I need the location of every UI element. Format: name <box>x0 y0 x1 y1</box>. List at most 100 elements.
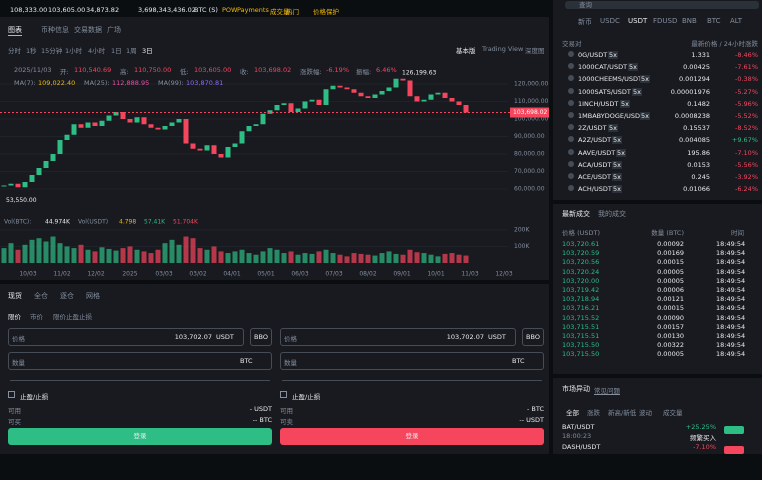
tab[interactable]: 广场 <box>107 26 121 34</box>
trade-time: 18:49:54 <box>716 276 746 285</box>
movers-tab[interactable]: 成交量 <box>663 409 683 417</box>
volume-stat: 44.974K <box>45 219 71 226</box>
market-tab[interactable]: BTC <box>707 17 721 25</box>
view-option[interactable]: 基本版 <box>456 47 476 55</box>
movers-tab[interactable]: 波动 <box>639 409 652 417</box>
market-tab[interactable]: BNB <box>682 17 697 25</box>
pair-name[interactable]: 2Z/USDT <box>578 124 607 133</box>
pair-change: +9.67% <box>731 136 758 145</box>
order-type[interactable]: 限价 <box>8 313 21 321</box>
volume-bar <box>50 236 56 263</box>
market-tab[interactable]: FDUSD <box>653 17 678 25</box>
volume-bar <box>78 244 84 263</box>
movers-tab[interactable]: 涨跌 <box>587 409 600 417</box>
tab[interactable]: 币种信息 <box>41 26 69 34</box>
volume-bar <box>43 241 49 263</box>
trades-tab[interactable]: 最新成交 <box>562 210 590 218</box>
leverage: 5x <box>632 87 642 96</box>
order-tab[interactable]: 现货 <box>8 292 22 300</box>
order-type[interactable]: 市价 <box>30 313 43 321</box>
pair-name[interactable]: 1INCH/USDT <box>578 99 619 108</box>
login-button[interactable]: 登录 <box>8 428 272 445</box>
tab[interactable]: 交易数据 <box>74 26 102 34</box>
ticker-tag[interactable]: 热门 <box>286 8 299 16</box>
trades-header: 数量 (BTC) <box>651 229 684 237</box>
pair-name[interactable]: ACA/USDT <box>578 160 612 169</box>
volume-bar <box>155 249 161 263</box>
order-tab[interactable]: 全仓 <box>34 292 48 300</box>
pair-name[interactable]: 1000CAT/USDT <box>578 63 628 72</box>
qty-input[interactable] <box>8 352 272 370</box>
market-tab[interactable]: ALT <box>730 17 743 25</box>
candle <box>267 110 273 114</box>
pair-name[interactable]: 1000CHEEMS/USDT <box>578 75 642 84</box>
interval[interactable]: 15分钟 <box>41 47 63 55</box>
pair-price: 1.331 <box>691 51 710 59</box>
pair-icon <box>568 185 574 192</box>
trade-price: 103,720.61 <box>562 240 600 248</box>
ticker-tag[interactable]: Payments <box>237 6 269 14</box>
movers-link[interactable]: 常见问题 <box>594 387 620 395</box>
bbo-button[interactable]: BBO <box>522 328 544 346</box>
candle <box>134 117 140 123</box>
interval[interactable]: 1秒 <box>26 47 37 55</box>
mover-time: 18:00:23 <box>562 432 592 440</box>
pair-name[interactable]: 1MBABYDOGE/USDT <box>578 112 645 120</box>
order-tab[interactable]: 网格 <box>86 292 100 300</box>
pair-name[interactable]: ACH/USDT <box>578 185 612 194</box>
ticker-tag[interactable]: POW <box>222 6 238 14</box>
bbo-button[interactable]: BBO <box>250 328 272 346</box>
interval[interactable]: 1日 <box>111 47 122 55</box>
market-tab[interactable]: USDC <box>600 17 620 25</box>
price-input[interactable] <box>8 328 244 346</box>
order-tab[interactable]: 逐仓 <box>60 292 74 300</box>
pair-change: -5.96% <box>735 99 758 108</box>
ticker-tag[interactable]: 成交量 <box>270 8 290 16</box>
search[interactable]: 查询 <box>565 1 759 9</box>
candle <box>64 134 70 140</box>
candle <box>1 185 7 187</box>
volume-bar <box>351 253 357 263</box>
movers-tab[interactable]: 新高/新低 <box>608 409 637 417</box>
interval[interactable]: 分时 <box>8 47 21 55</box>
view-option[interactable]: Trading View <box>482 45 524 53</box>
interval[interactable]: 1小时 <box>65 47 83 55</box>
interval[interactable]: 3日 <box>142 47 153 55</box>
trade-price: 103,719.42 <box>562 286 600 294</box>
pair-change: -5.52% <box>735 112 758 120</box>
trades-tab[interactable]: 我的成交 <box>598 210 626 218</box>
interval[interactable]: 4小时 <box>88 47 106 55</box>
interval[interactable]: 1周 <box>126 47 137 55</box>
tab[interactable]: 图表 <box>8 26 22 34</box>
pair-name[interactable]: 1000SATS/USDT <box>578 87 631 96</box>
price-input[interactable] <box>280 328 516 346</box>
market-tab[interactable]: 新币 <box>578 18 592 26</box>
markets-panel <box>553 0 762 200</box>
pair-icon <box>568 112 574 118</box>
tpsl-checkbox[interactable] <box>8 391 15 398</box>
ticker-tag[interactable]: 价格保护 <box>313 8 339 16</box>
slider-track <box>282 380 542 381</box>
order-type[interactable]: 限价止盈止损 <box>53 313 92 321</box>
candle <box>8 183 14 186</box>
max-value: -- BTC <box>252 416 272 424</box>
login-button[interactable]: 登录 <box>280 428 544 445</box>
pair-name[interactable]: AAVE/USDT <box>578 148 616 157</box>
pair-price: 195.86 <box>687 148 710 157</box>
trade-time: 18:49:54 <box>716 322 746 331</box>
candle <box>22 182 28 188</box>
volume-bar <box>253 254 259 263</box>
candle <box>449 98 455 102</box>
tpsl-checkbox[interactable] <box>280 391 287 398</box>
pair-name[interactable]: 0G/USDT <box>578 51 608 59</box>
pair-name[interactable]: A2Z/USDT <box>578 136 612 145</box>
qty-input[interactable] <box>280 352 544 370</box>
view-option[interactable]: 深度图 <box>525 47 545 55</box>
ma-label: MA(7): <box>14 79 36 87</box>
pair-name[interactable]: ACE/USDT <box>578 173 612 181</box>
market-tab[interactable]: USDT <box>628 17 648 25</box>
movers-tab[interactable]: 全部 <box>566 409 579 417</box>
pair-change: -8.46% <box>735 51 758 59</box>
pair-price: 0.004085 <box>678 136 710 145</box>
trade-qty: 0.00005 <box>657 276 684 285</box>
